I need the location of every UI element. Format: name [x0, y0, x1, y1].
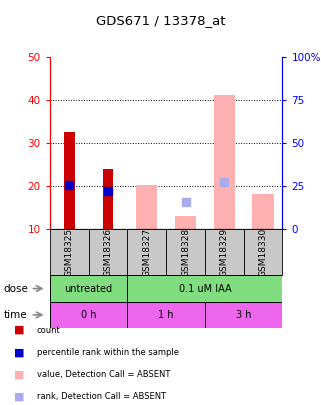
Point	[222, 179, 227, 185]
Text: GSM18328: GSM18328	[181, 228, 190, 277]
Bar	[127, 302, 205, 328]
Point	[66, 182, 72, 188]
Text: GDS671 / 13378_at: GDS671 / 13378_at	[96, 14, 225, 27]
Bar	[89, 229, 127, 275]
Point	[183, 199, 188, 205]
Bar	[205, 229, 244, 275]
Bar	[50, 275, 127, 302]
Text: GSM18330: GSM18330	[259, 228, 268, 277]
Bar	[64, 132, 74, 229]
Text: count: count	[37, 326, 61, 335]
Text: 3 h: 3 h	[236, 310, 251, 320]
Bar	[50, 302, 127, 328]
Bar	[175, 216, 196, 229]
Text: untreated: untreated	[65, 284, 113, 294]
Text: time: time	[3, 310, 27, 320]
Text: ■: ■	[14, 325, 24, 335]
Text: ■: ■	[14, 370, 24, 379]
Bar	[102, 168, 113, 229]
Text: value, Detection Call = ABSENT: value, Detection Call = ABSENT	[37, 370, 170, 379]
Bar	[252, 194, 274, 229]
Text: GSM18327: GSM18327	[142, 228, 151, 277]
Text: dose: dose	[3, 284, 28, 294]
Text: rank, Detection Call = ABSENT: rank, Detection Call = ABSENT	[37, 392, 166, 401]
Bar	[136, 185, 157, 229]
Text: percentile rank within the sample: percentile rank within the sample	[37, 348, 179, 357]
Bar	[50, 229, 89, 275]
Bar	[166, 229, 205, 275]
Bar	[205, 302, 282, 328]
Text: 0.1 uM IAA: 0.1 uM IAA	[178, 284, 231, 294]
Text: ■: ■	[14, 347, 24, 357]
Point	[105, 187, 110, 194]
Text: 1 h: 1 h	[158, 310, 174, 320]
Text: ■: ■	[14, 392, 24, 402]
Bar	[244, 229, 282, 275]
Text: 0 h: 0 h	[81, 310, 96, 320]
Text: GSM18326: GSM18326	[103, 228, 112, 277]
Bar	[127, 229, 166, 275]
Text: GSM18325: GSM18325	[65, 228, 74, 277]
Text: GSM18329: GSM18329	[220, 228, 229, 277]
Bar	[214, 96, 235, 229]
Bar	[127, 275, 282, 302]
